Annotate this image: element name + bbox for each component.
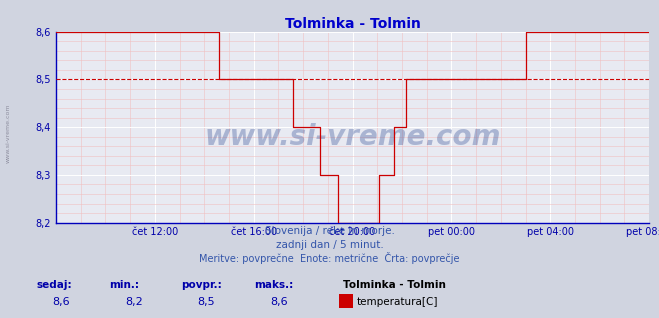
Text: Slovenija / reke in morje.: Slovenija / reke in morje. (264, 226, 395, 236)
Text: min.:: min.: (109, 280, 139, 290)
Text: www.si-vreme.com: www.si-vreme.com (204, 123, 501, 151)
Text: temperatura[C]: temperatura[C] (357, 297, 439, 307)
Text: 8,6: 8,6 (270, 297, 288, 307)
Text: Tolminka - Tolmin: Tolminka - Tolmin (343, 280, 445, 290)
Text: povpr.:: povpr.: (181, 280, 222, 290)
Text: maks.:: maks.: (254, 280, 293, 290)
Text: 8,5: 8,5 (198, 297, 215, 307)
Text: 8,6: 8,6 (53, 297, 71, 307)
Text: 8,2: 8,2 (125, 297, 143, 307)
Text: zadnji dan / 5 minut.: zadnji dan / 5 minut. (275, 240, 384, 250)
Text: sedaj:: sedaj: (36, 280, 72, 290)
Text: www.si-vreme.com: www.si-vreme.com (5, 104, 11, 163)
Title: Tolminka - Tolmin: Tolminka - Tolmin (285, 17, 420, 31)
Text: Meritve: povprečne  Enote: metrične  Črta: povprečje: Meritve: povprečne Enote: metrične Črta:… (199, 252, 460, 264)
